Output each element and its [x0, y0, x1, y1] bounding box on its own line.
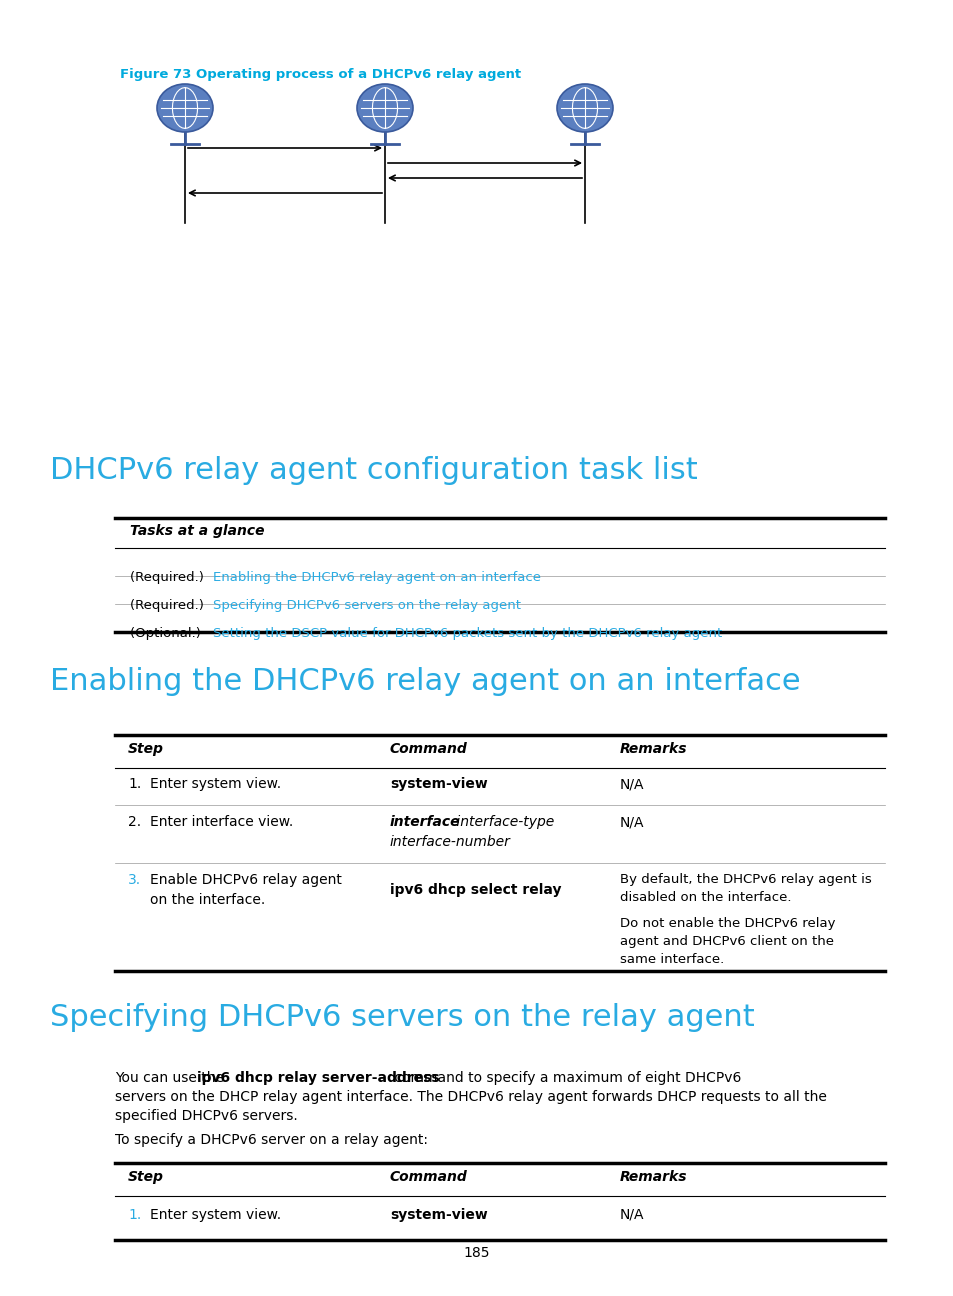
Text: Enter system view.: Enter system view. [150, 1208, 281, 1222]
Text: Remarks: Remarks [619, 743, 687, 756]
Text: 1.: 1. [128, 778, 141, 791]
Text: agent and DHCPv6 client on the: agent and DHCPv6 client on the [619, 934, 833, 947]
Text: (Optional.): (Optional.) [130, 627, 205, 640]
Text: interface: interface [390, 815, 460, 829]
Text: 2.: 2. [128, 815, 141, 829]
Ellipse shape [157, 84, 213, 132]
Text: Specifying DHCPv6 servers on the relay agent: Specifying DHCPv6 servers on the relay a… [213, 599, 520, 612]
Text: N/A: N/A [619, 815, 644, 829]
Text: specified DHCPv6 servers.: specified DHCPv6 servers. [115, 1109, 297, 1124]
Text: 3.: 3. [128, 874, 141, 886]
Text: By default, the DHCPv6 relay agent is: By default, the DHCPv6 relay agent is [619, 874, 871, 886]
Text: command to specify a maximum of eight DHCPv6: command to specify a maximum of eight DH… [390, 1070, 740, 1085]
Text: Step: Step [128, 743, 164, 756]
Text: Tasks at a glance: Tasks at a glance [130, 524, 264, 538]
Text: on the interface.: on the interface. [150, 893, 265, 907]
Ellipse shape [356, 84, 413, 132]
Text: same interface.: same interface. [619, 953, 723, 966]
Text: Enabling the DHCPv6 relay agent on an interface: Enabling the DHCPv6 relay agent on an in… [50, 667, 800, 696]
Text: system-view: system-view [390, 778, 487, 791]
Text: ipv6 dhcp relay server-address: ipv6 dhcp relay server-address [196, 1070, 439, 1085]
Text: 185: 185 [463, 1245, 490, 1260]
Text: Enter interface view.: Enter interface view. [150, 815, 293, 829]
Text: ipv6 dhcp select relay: ipv6 dhcp select relay [390, 883, 561, 897]
Text: Do not enable the DHCPv6 relay: Do not enable the DHCPv6 relay [619, 918, 835, 931]
Text: Enable DHCPv6 relay agent: Enable DHCPv6 relay agent [150, 874, 341, 886]
Text: 1.: 1. [128, 1208, 141, 1222]
Text: interface-number: interface-number [390, 835, 511, 849]
Text: Remarks: Remarks [619, 1170, 687, 1185]
Text: Figure 73 Operating process of a DHCPv6 relay agent: Figure 73 Operating process of a DHCPv6 … [120, 67, 520, 80]
Text: Command: Command [390, 743, 467, 756]
Text: Enabling the DHCPv6 relay agent on an interface: Enabling the DHCPv6 relay agent on an in… [213, 572, 540, 584]
Text: N/A: N/A [619, 1208, 644, 1222]
Text: Step: Step [128, 1170, 164, 1185]
Text: N/A: N/A [619, 778, 644, 791]
Ellipse shape [557, 84, 613, 132]
Text: DHCPv6 relay agent configuration task list: DHCPv6 relay agent configuration task li… [50, 456, 697, 485]
Text: servers on the DHCP relay agent interface. The DHCPv6 relay agent forwards DHCP : servers on the DHCP relay agent interfac… [115, 1090, 826, 1104]
Text: You can use the: You can use the [115, 1070, 228, 1085]
Text: To specify a DHCPv6 server on a relay agent:: To specify a DHCPv6 server on a relay ag… [115, 1133, 428, 1147]
Text: system-view: system-view [390, 1208, 487, 1222]
Text: (Required.): (Required.) [130, 599, 208, 612]
Text: Command: Command [390, 1170, 467, 1185]
Text: Enter system view.: Enter system view. [150, 778, 281, 791]
Text: Specifying DHCPv6 servers on the relay agent: Specifying DHCPv6 servers on the relay a… [50, 1003, 754, 1032]
Text: (Required.): (Required.) [130, 572, 208, 584]
Text: Setting the DSCP value for DHCPv6 packets sent by the DHCPv6 relay agent: Setting the DSCP value for DHCPv6 packet… [213, 627, 721, 640]
Text: disabled on the interface.: disabled on the interface. [619, 892, 791, 905]
Text: interface-type: interface-type [452, 815, 554, 829]
